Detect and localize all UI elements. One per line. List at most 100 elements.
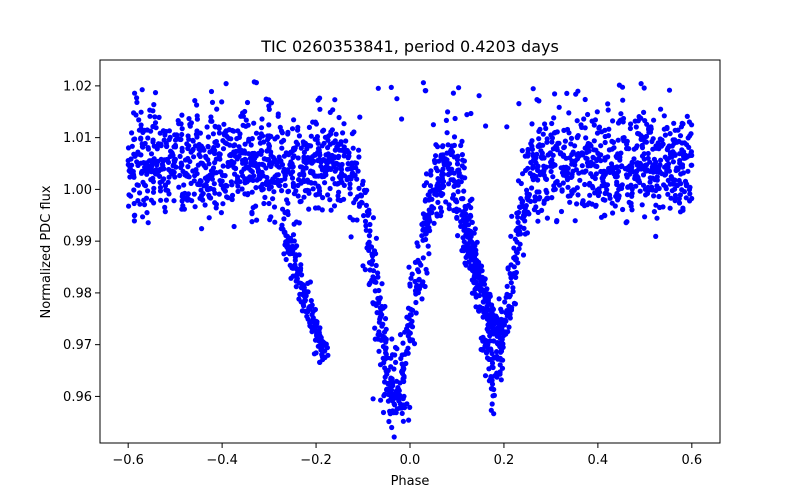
data-point [271, 158, 277, 164]
data-point [472, 243, 478, 249]
data-point [229, 182, 235, 188]
data-point [150, 139, 156, 145]
data-point [242, 141, 248, 147]
data-point [412, 288, 419, 294]
data-point [462, 220, 468, 226]
data-point [333, 160, 340, 166]
data-point [316, 328, 322, 334]
data-point [277, 124, 283, 130]
data-point [301, 303, 307, 309]
data-point [489, 364, 495, 370]
data-point [419, 296, 425, 302]
data-point [461, 212, 467, 218]
data-point [537, 126, 543, 132]
data-point [679, 187, 685, 193]
data-point [391, 434, 397, 440]
data-point [231, 149, 237, 155]
x-tick-label: 0.2 [494, 453, 515, 468]
data-point [677, 209, 684, 215]
data-point [435, 176, 441, 182]
data-point [191, 154, 197, 160]
data-point [489, 305, 496, 311]
data-point [473, 304, 479, 310]
data-point [297, 199, 303, 205]
data-point [338, 166, 345, 173]
data-point [487, 333, 493, 339]
data-point [221, 121, 227, 127]
y-tick-label: 0.99 [63, 235, 92, 250]
data-point [687, 191, 693, 197]
data-point [298, 180, 304, 186]
data-point [296, 252, 302, 258]
data-point [370, 301, 376, 307]
data-point [618, 111, 624, 117]
data-point [423, 197, 429, 203]
data-point [665, 145, 671, 151]
data-point [530, 151, 536, 157]
data-point [240, 150, 246, 156]
data-point [568, 174, 574, 180]
data-point [484, 286, 490, 292]
data-point [295, 193, 301, 199]
data-point [347, 181, 353, 187]
data-point [251, 79, 257, 85]
data-point [642, 138, 648, 145]
data-point [193, 131, 199, 137]
data-point [438, 154, 444, 160]
data-point [175, 118, 181, 124]
data-point [427, 189, 433, 195]
data-point [620, 115, 627, 122]
data-point [615, 120, 622, 126]
data-point [679, 164, 686, 170]
data-point [534, 165, 540, 171]
data-point [224, 133, 230, 140]
data-point [249, 155, 255, 161]
data-point [251, 173, 257, 179]
data-point [504, 283, 510, 289]
data-point [289, 161, 295, 167]
data-point [564, 90, 570, 96]
data-point [312, 205, 319, 211]
data-point [654, 183, 660, 189]
data-point [404, 326, 410, 332]
data-point [550, 174, 556, 180]
data-point [540, 142, 546, 148]
data-point [689, 195, 695, 202]
y-tick-label: 1.02 [63, 79, 92, 94]
data-point [196, 146, 202, 152]
data-point [611, 145, 617, 151]
data-point [646, 187, 652, 193]
data-point [506, 303, 512, 309]
data-point [386, 418, 392, 425]
data-point [561, 145, 567, 151]
data-point [274, 134, 280, 140]
data-point [409, 271, 415, 277]
data-point [256, 161, 262, 167]
data-point [284, 233, 290, 239]
data-point [150, 108, 156, 114]
data-point [211, 144, 217, 151]
data-point [404, 401, 410, 407]
data-point [619, 182, 625, 188]
data-point [433, 142, 439, 148]
data-point [483, 338, 489, 344]
data-point [650, 146, 656, 152]
data-point [291, 153, 297, 159]
data-point [629, 186, 635, 192]
data-point [387, 408, 393, 414]
data-point [595, 192, 602, 199]
data-point [186, 136, 192, 142]
data-point [378, 397, 384, 403]
data-point [392, 395, 398, 401]
data-point [231, 223, 237, 230]
data-point [472, 226, 478, 232]
data-point [245, 122, 251, 128]
data-point [438, 213, 444, 219]
data-point [206, 161, 212, 167]
data-point [519, 148, 525, 154]
data-point [228, 158, 235, 164]
data-point [318, 159, 324, 165]
data-point [185, 155, 191, 162]
data-point [263, 181, 270, 188]
data-point [609, 200, 615, 206]
